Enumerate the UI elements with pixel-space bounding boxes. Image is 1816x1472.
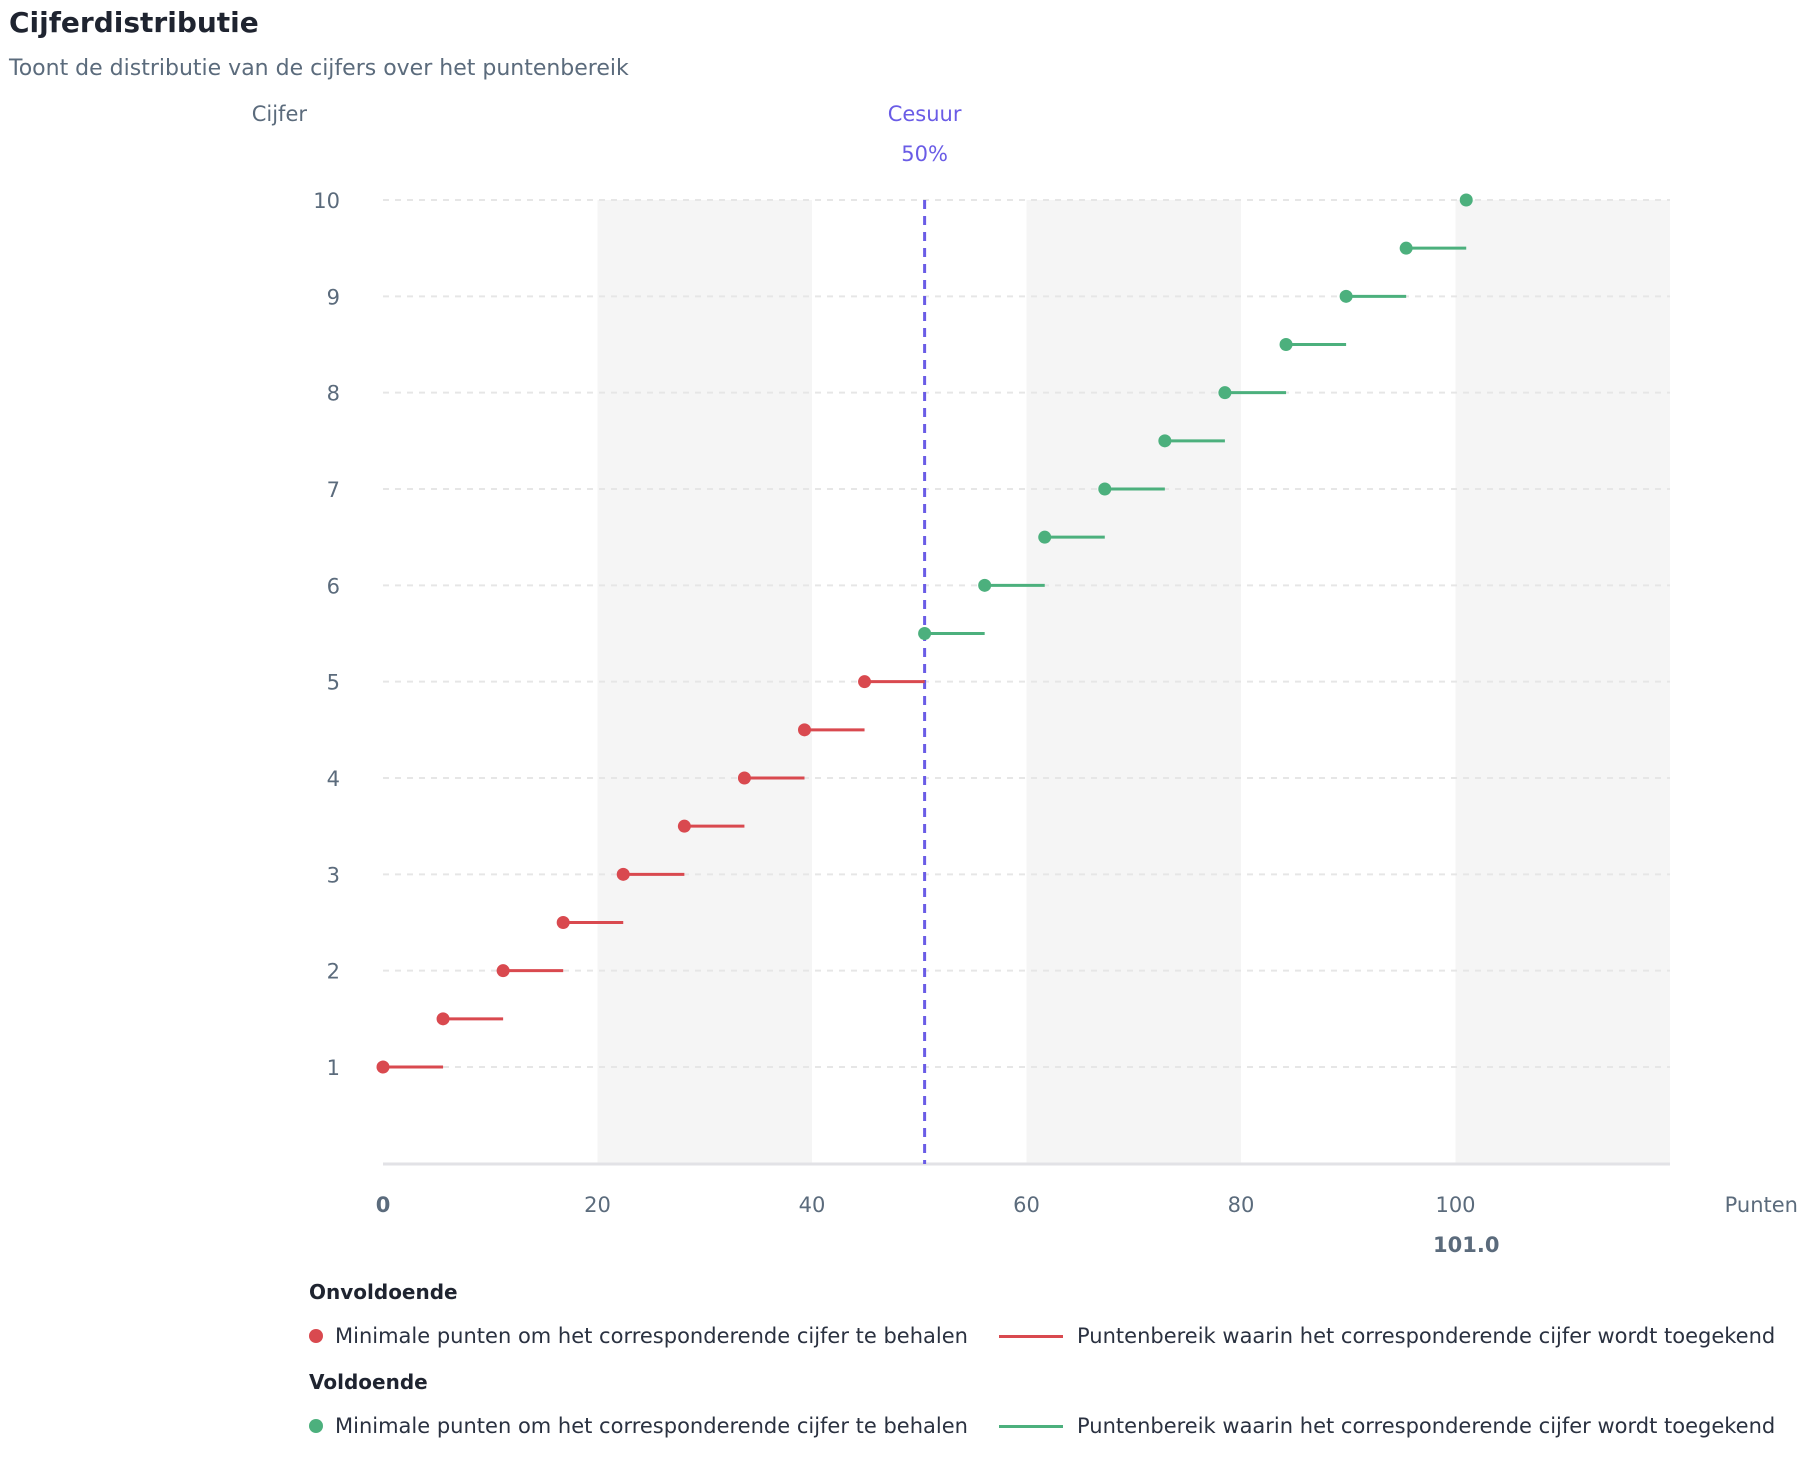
- chart-title: Cijferdistributie: [9, 6, 259, 39]
- x-tick-label: 100: [1435, 1193, 1475, 1217]
- y-tick-label: 1: [327, 1056, 340, 1080]
- min-point: [677, 819, 691, 833]
- background-band: [1026, 200, 1241, 1164]
- grid-lines: [383, 199, 1670, 1068]
- min-point: [737, 771, 751, 785]
- x-axis-title: Punten: [1725, 1193, 1798, 1217]
- y-tick-label: 6: [327, 574, 340, 598]
- y-tick-label: 9: [327, 285, 340, 309]
- x-tick-label: 0: [376, 1193, 391, 1217]
- legend-line-icon: [999, 1424, 1063, 1428]
- y-tick-label: 7: [327, 478, 340, 502]
- min-point: [1339, 289, 1353, 303]
- min-point: [436, 1012, 450, 1026]
- legend-group-title: Voldoende: [309, 1370, 428, 1394]
- legend-dot-icon: [309, 1419, 323, 1433]
- x-tick-label: 80: [1228, 1193, 1255, 1217]
- legend: Onvoldoende Minimale punten om het corre…: [309, 1280, 1789, 1460]
- legend-group-onvoldoende: Onvoldoende Minimale punten om het corre…: [309, 1280, 1789, 1370]
- cesuur-label: Cesuur: [888, 102, 962, 126]
- x-tick-label: 20: [584, 1193, 611, 1217]
- legend-label: Puntenbereik waarin het corresponderende…: [1077, 1324, 1776, 1348]
- legend-label: Minimale punten om het corresponderende …: [335, 1414, 968, 1438]
- legend-row: Minimale punten om het corresponderende …: [309, 1400, 1789, 1460]
- data-marks: [376, 193, 1473, 1074]
- legend-item-point-range[interactable]: Puntenbereik waarin het corresponderende…: [999, 1324, 1775, 1348]
- chart-subtitle: Toont de distributie van de cijfers over…: [9, 56, 629, 81]
- legend-group-voldoende: Voldoende Minimale punten om het corresp…: [309, 1370, 1789, 1460]
- background-band: [597, 200, 812, 1164]
- max-points-label: 101.0: [1433, 1233, 1499, 1257]
- legend-row: Minimale punten om het corresponderende …: [309, 1310, 1789, 1370]
- min-point: [978, 578, 992, 592]
- min-point: [556, 916, 570, 929]
- legend-dot-icon: [309, 1329, 323, 1343]
- legend-line-icon: [999, 1334, 1063, 1338]
- min-point: [1399, 241, 1413, 255]
- y-axis-title: Cijfer: [252, 102, 308, 126]
- y-tick-label: 4: [327, 767, 340, 791]
- legend-group-title: Onvoldoende: [309, 1280, 458, 1304]
- x-tick-label: 60: [1013, 1193, 1040, 1217]
- min-point: [376, 1060, 390, 1074]
- y-tick-label: 5: [327, 671, 340, 695]
- legend-item-point-range[interactable]: Puntenbereik waarin het corresponderende…: [999, 1414, 1775, 1438]
- min-point: [858, 675, 872, 689]
- y-tick-label: 10: [313, 189, 340, 213]
- min-point: [616, 867, 630, 881]
- legend-item-min-points[interactable]: Minimale punten om het corresponderende …: [309, 1324, 968, 1348]
- min-point: [918, 627, 932, 640]
- min-point: [1158, 434, 1172, 448]
- min-point: [1218, 386, 1232, 400]
- min-point: [1279, 338, 1293, 351]
- y-tick-label: 2: [327, 960, 340, 984]
- min-point: [797, 723, 811, 737]
- legend-item-min-points[interactable]: Minimale punten om het corresponderende …: [309, 1414, 968, 1438]
- y-tick-label: 3: [327, 863, 340, 887]
- min-point: [1038, 530, 1052, 544]
- min-point: [1098, 482, 1112, 496]
- x-tick-label: 40: [799, 1193, 826, 1217]
- min-point: [496, 964, 510, 978]
- cesuur-value-label: 50%: [901, 142, 948, 166]
- min-point: [1459, 193, 1473, 207]
- y-tick-label: 8: [327, 382, 340, 406]
- legend-label: Puntenbereik waarin het corresponderende…: [1077, 1414, 1776, 1438]
- legend-label: Minimale punten om het corresponderende …: [335, 1324, 968, 1348]
